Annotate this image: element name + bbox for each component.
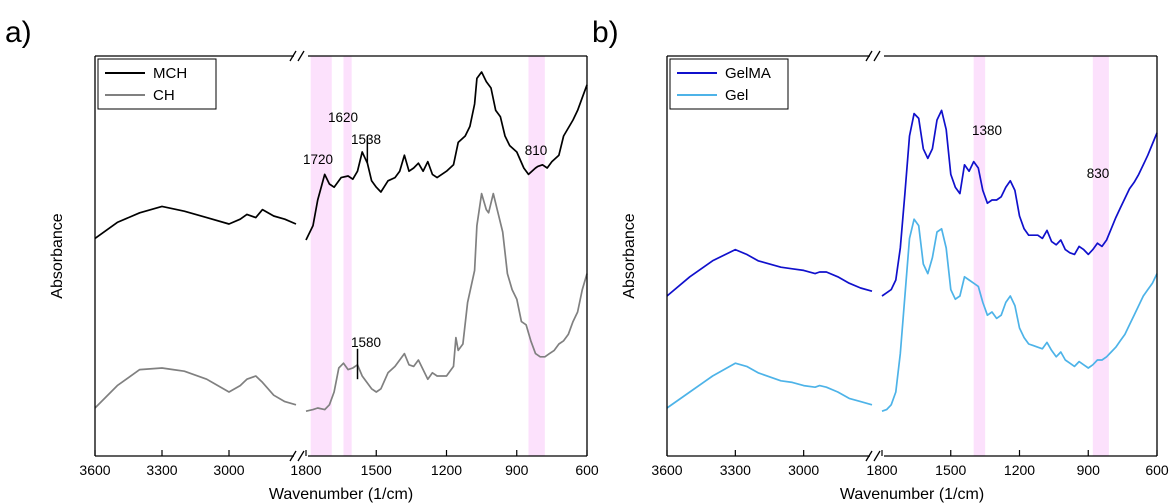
legend-box <box>97 58 217 110</box>
y-axis-title: Absorbance <box>49 213 66 298</box>
highlight-band <box>343 56 352 456</box>
chart-panel-b: 3600 3300 3000 1800 1500 1200 900 600 Wavenumber… <box>592 16 1169 503</box>
legend-label-mch: MCH <box>153 65 187 82</box>
legend-box <box>669 58 789 110</box>
series-line-mch <box>94 205 297 240</box>
series-line-gelma <box>881 109 1158 297</box>
series-line-gelma <box>666 248 873 297</box>
x-tick-label: 1200 <box>1004 462 1035 478</box>
x-tick-label: 1800 <box>290 462 321 478</box>
axis-break-mark <box>297 50 305 62</box>
axis-break-mark <box>289 450 297 462</box>
series-line-gel <box>666 362 873 409</box>
x-tick-label: 1800 <box>866 462 897 478</box>
series-line-ch <box>305 192 588 413</box>
legend-label-gelma: GelMA <box>725 65 771 82</box>
legend-label-ch: CH <box>153 87 175 104</box>
x-axis-title: Wavenumber (1/cm) <box>269 486 413 503</box>
x-tick-label: 3000 <box>788 462 819 478</box>
x-tick-label: 3300 <box>146 462 177 478</box>
highlight-band <box>528 56 545 456</box>
peak-annotation: 1580 <box>351 335 381 350</box>
x-tick-label: 1500 <box>361 462 392 478</box>
x-tick-label: 3600 <box>79 462 110 478</box>
x-tick-label: 3600 <box>651 462 682 478</box>
peak-annotation: 810 <box>525 143 548 158</box>
x-tick-label: 900 <box>1077 462 1101 478</box>
legend-label-gel: Gel <box>725 87 748 104</box>
panel-label: a) <box>5 16 32 49</box>
x-tick-label: 3300 <box>720 462 751 478</box>
x-axis-title: Wavenumber (1/cm) <box>840 486 984 503</box>
peak-annotation: 1620 <box>328 110 358 125</box>
highlight-band <box>973 56 986 456</box>
peak-annotation: 830 <box>1087 166 1110 181</box>
panel-label: b) <box>592 16 619 49</box>
x-tick-label: 1500 <box>935 462 966 478</box>
axis-break-mark <box>297 450 305 462</box>
series-line-mch <box>305 71 588 241</box>
chart-panel-a: 3600 3300 3000 1800 1500 1200 900 600 Wavenumber… <box>5 16 599 503</box>
x-tick-label: 1200 <box>431 462 462 478</box>
highlight-band <box>1092 56 1109 456</box>
axis-break-mark <box>289 50 297 62</box>
peak-annotation: 1538 <box>351 132 381 147</box>
axis-break-mark <box>873 50 881 62</box>
x-tick-label: 3000 <box>213 462 244 478</box>
x-tick-label: 600 <box>575 462 599 478</box>
peak-annotation: 1380 <box>972 123 1002 138</box>
axis-break-mark <box>873 450 881 462</box>
peak-annotation: 1720 <box>303 152 333 167</box>
axis-break-mark <box>865 450 873 462</box>
legend: MCH CH <box>97 58 217 110</box>
series-line-gel <box>881 218 1158 413</box>
legend: GelMA Gel <box>669 58 789 110</box>
series-line-ch <box>94 367 297 409</box>
highlight-band <box>310 56 332 456</box>
axis-break-mark <box>865 50 873 62</box>
y-axis-title: Absorbance <box>621 213 638 298</box>
x-tick-label: 900 <box>505 462 529 478</box>
x-tick-label: 600 <box>1145 462 1169 478</box>
